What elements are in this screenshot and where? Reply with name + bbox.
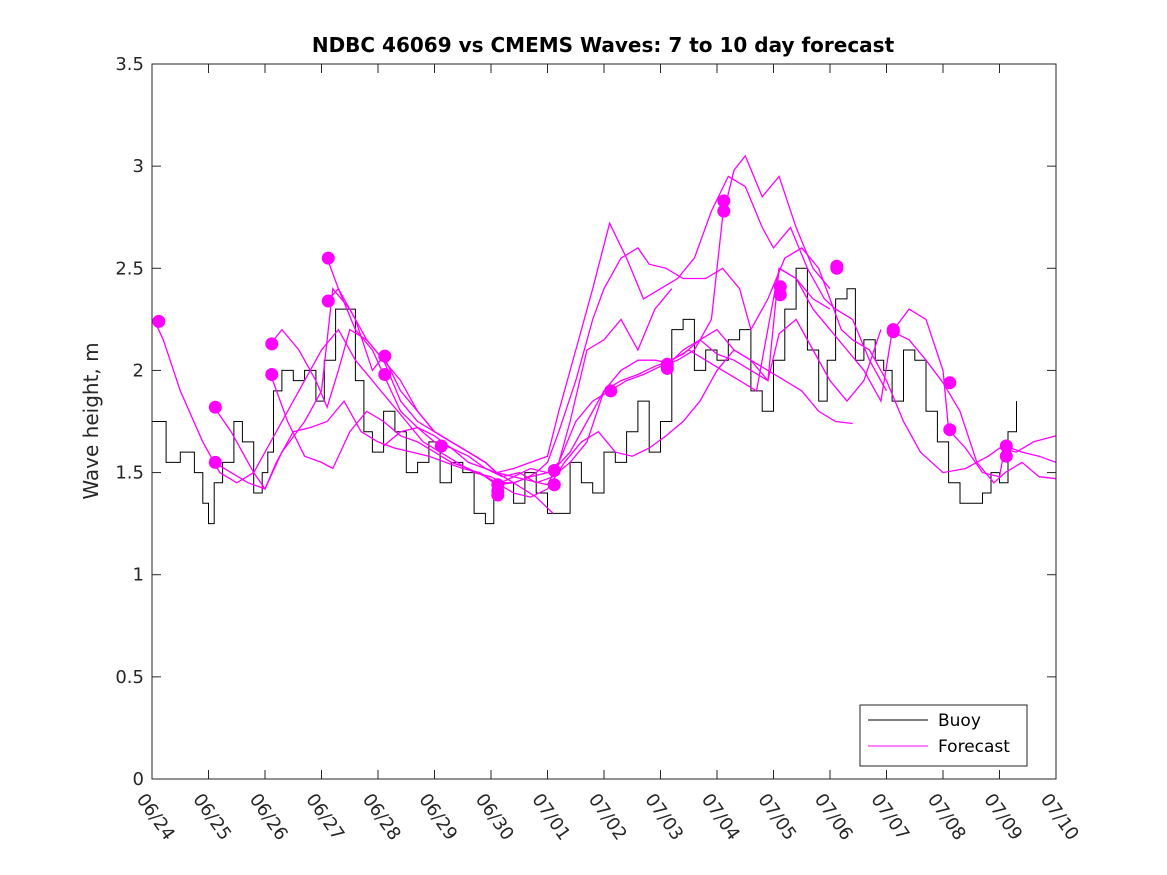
forecast-marker-5 <box>265 368 279 381</box>
forecast-marker-4 <box>265 337 279 351</box>
forecast-marker-9 <box>378 368 392 381</box>
forecast-marker-10 <box>434 439 448 453</box>
forecast-marker-19 <box>717 194 731 208</box>
x-tick-label: 07/07 <box>866 790 913 845</box>
legend-forecast-label: Forecast <box>938 737 1010 757</box>
forecast-marker-30 <box>999 449 1013 463</box>
x-tick-label: 07/06 <box>810 790 857 845</box>
forecast-line-7 <box>326 154 831 486</box>
forecast-marker-1 <box>152 314 166 328</box>
y-tick-label: 0.5 <box>115 667 144 688</box>
x-tick-label: 06/26 <box>245 790 292 845</box>
forecast-marker-26 <box>886 325 900 339</box>
plot-area <box>152 64 1056 779</box>
forecast-marker-20 <box>717 204 731 218</box>
x-tick-label: 06/28 <box>358 790 405 845</box>
y-tick-label: 2.5 <box>115 258 144 279</box>
forecast-line-1 <box>154 247 1057 484</box>
y-tick-label: 1 <box>133 565 144 586</box>
x-tick-label: 07/01 <box>527 790 574 845</box>
forecast-marker-2 <box>208 400 222 414</box>
forecast-marker-3 <box>208 455 222 469</box>
legend-buoy-label: Buoy <box>938 711 981 731</box>
y-tick-label: 2 <box>133 360 144 381</box>
x-tick-label: 07/05 <box>753 790 800 845</box>
x-tick-label: 06/24 <box>132 790 179 845</box>
forecast-marker-7 <box>321 294 335 308</box>
y-tick-label: 1.5 <box>115 463 144 484</box>
forecast-marker-27 <box>943 376 957 390</box>
y-tick-label: 0 <box>133 769 144 790</box>
forecast-marker-22 <box>773 288 787 302</box>
x-tick-label: 06/27 <box>301 790 348 845</box>
forecast-line-5 <box>269 288 673 486</box>
x-tick-label: 07/09 <box>979 790 1026 845</box>
forecast-marker-18 <box>660 361 674 375</box>
x-tick-label: 07/03 <box>640 790 687 845</box>
y-axis-label: Wave height, m <box>79 342 103 499</box>
legend: Buoy Forecast <box>859 704 1028 767</box>
x-tick-label: 06/25 <box>188 790 235 845</box>
x-tick-label: 06/29 <box>414 790 461 845</box>
forecast-marker-6 <box>321 251 335 265</box>
forecast-marker-16 <box>604 384 618 398</box>
legend-box <box>859 704 1028 767</box>
forecast-marker-8 <box>378 349 392 363</box>
forecast-marker-13 <box>491 488 505 502</box>
x-tick-label: 06/30 <box>471 790 518 845</box>
forecast-line-8 <box>383 318 882 484</box>
y-tick-label: 3 <box>133 156 144 177</box>
buoy-line <box>152 267 1017 525</box>
x-tick-label: 07/04 <box>697 790 744 845</box>
forecast-line-11 <box>891 308 1057 478</box>
x-tick-label: 07/02 <box>584 790 631 845</box>
plot-background <box>152 64 1056 779</box>
marker-group <box>152 194 1013 502</box>
forecast-line-6 <box>326 175 888 474</box>
forecast-marker-29 <box>999 439 1013 453</box>
chart-title: NDBC 46069 vs CMEMS Waves: 7 to 10 day f… <box>312 33 895 57</box>
forecast-marker-14 <box>547 464 561 477</box>
y-tick-label: 3.5 <box>115 54 144 75</box>
x-tick-label: 07/08 <box>923 790 970 845</box>
forecast-marker-24 <box>830 261 844 275</box>
forecast-marker-15 <box>547 478 561 492</box>
forecast-marker-28 <box>943 423 957 437</box>
forecast-line-10 <box>665 267 1057 484</box>
x-tick-label: 07/10 <box>1036 790 1083 845</box>
